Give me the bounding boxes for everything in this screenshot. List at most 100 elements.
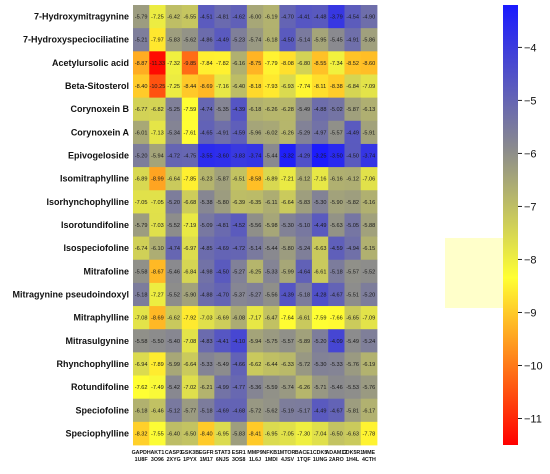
heatmap-cell [311,213,329,237]
colorbar-tick-label: −9 [524,307,537,319]
cell-value-label: -5.20 [135,154,148,160]
cell-value-label: -4.49 [314,408,327,414]
column-label-gene: ESR1 [232,450,246,456]
cell-value-label: -6.12 [297,177,310,183]
cell-value-label: -5.63 [330,223,343,229]
cell-value-label: -5.99 [281,269,294,275]
cell-value-label: -5.83 [297,200,310,206]
cell-value-label: -4.72 [232,246,245,252]
colorbar-tick-label: −6 [524,148,537,160]
heatmap-cell [165,236,183,261]
cell-value-label: -6.17 [362,408,375,414]
cell-value-label: -6.63 [346,431,359,437]
cell-value-label: -6.65 [346,316,359,322]
heatmap-cell [230,97,248,122]
cell-value-label: -4.67 [330,408,343,414]
heatmap-cell [181,375,199,400]
cell-value-label: -7.08 [184,339,197,345]
heatmap-cell [181,398,199,423]
cell-value-label: -5.19 [281,408,294,414]
cell-value-label: -6.26 [281,130,294,136]
cell-value-label: -4.41 [297,15,310,21]
cell-value-label: -3.60 [216,154,229,160]
cell-value-label: -5.94 [151,154,164,160]
heatmap-cell [133,236,150,261]
cell-value-label: -7.49 [151,385,164,391]
heatmap-cell [165,51,183,75]
cell-value-label: -4.67 [330,292,343,298]
cell-value-label: -4.98 [200,269,213,275]
heatmap-cell [165,421,183,446]
heatmap-cell [263,213,280,237]
cell-value-label: -5.24 [297,246,310,252]
cell-value-label: -8.44 [184,84,197,90]
cell-value-label: -5.57 [281,339,294,345]
cell-value-label: -7.82 [216,61,229,67]
cell-value-label: -6.64 [167,177,180,183]
heatmap-cell [198,259,215,284]
column-label-pdb: 2ARO [329,457,344,463]
cell-value-label: -6.12 [346,177,359,183]
cell-value-label: -5.77 [184,408,197,414]
cell-value-label: -5.83 [167,38,180,44]
heatmap-cell [133,213,150,237]
cell-value-label: -5.57 [330,130,343,136]
heatmap-cell [328,51,345,75]
heatmap-cell [360,143,378,168]
heatmap-cell [360,120,378,145]
cell-value-label: -7.74 [297,84,310,90]
heatmap-cell [246,167,264,191]
heatmap-cell [295,5,313,29]
cell-value-label: -8.67 [151,269,164,275]
cell-value-label: -6.39 [232,200,245,206]
heatmap-cell [279,306,297,330]
cell-value-label: -5.91 [362,130,375,136]
heatmap-cell [214,213,231,237]
heatmap-cell [360,259,378,284]
cell-value-label: -6.62 [249,362,262,368]
heatmap-cell [149,236,166,261]
heatmap-cell [165,28,183,52]
cell-value-label: -8.60 [362,61,375,67]
cell-value-label: -7.93 [265,84,278,90]
heatmap-cell [165,74,183,99]
cell-value-label: -4.54 [346,15,359,21]
row-label: Beta-Sitosterol [65,81,129,91]
heatmap-cell [149,329,166,353]
cell-value-label: -4.49 [314,223,327,229]
heatmap-cell [181,120,199,145]
heatmap-cell [360,51,378,75]
heatmap-cell [214,167,231,191]
column-label-pdb: 1U8F [135,457,149,463]
cell-value-label: -4.64 [297,269,310,275]
cell-value-label: -7.59 [184,107,197,113]
cell-value-label: -5.51 [346,292,359,298]
cell-value-label: -5.52 [362,269,375,275]
heatmap-cell [344,398,362,423]
heatmap-cell [181,421,199,446]
heatmap-cell [149,74,166,99]
cell-value-label: -6.13 [362,107,375,113]
row-label: Rotundifoline [71,382,129,392]
heatmap-cell [279,213,297,237]
heatmap-cell [311,167,329,191]
heatmap-cell [360,167,378,191]
cell-value-label: -4.83 [200,339,213,345]
heatmap-cell [279,375,297,400]
heatmap-cell [198,51,215,75]
column-label-pdb: 3O96 [151,457,164,463]
heatmap-cell [230,236,248,261]
heatmap-cell [198,236,215,261]
cell-value-label: -5.76 [346,362,359,368]
column-label-gene: BACE1 [295,450,313,456]
cell-value-label: -4.65 [200,130,213,136]
column-label-gene: STAT3 [214,450,230,456]
heatmap-cell [181,190,199,214]
row-label: Isomitraphylline [60,174,129,184]
cell-value-label: -5.99 [167,362,180,368]
cell-value-label: -5.57 [346,269,359,275]
cell-value-label: -4.50 [216,269,229,275]
cell-value-label: -6.84 [346,84,359,90]
heatmap-cell [149,5,166,29]
heatmap-cell [295,375,313,400]
